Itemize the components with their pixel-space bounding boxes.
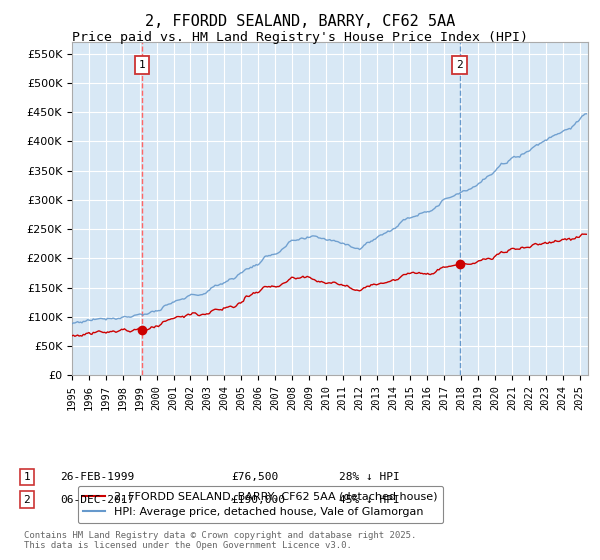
Text: £76,500: £76,500 (231, 472, 278, 482)
Text: 45% ↓ HPI: 45% ↓ HPI (339, 494, 400, 505)
Text: £190,000: £190,000 (231, 494, 285, 505)
Text: Contains HM Land Registry data © Crown copyright and database right 2025.
This d: Contains HM Land Registry data © Crown c… (24, 530, 416, 550)
Text: 06-DEC-2017: 06-DEC-2017 (60, 494, 134, 505)
Text: 1: 1 (23, 472, 31, 482)
Text: 26-FEB-1999: 26-FEB-1999 (60, 472, 134, 482)
Legend: 2, FFORDD SEALAND, BARRY, CF62 5AA (detached house), HPI: Average price, detache: 2, FFORDD SEALAND, BARRY, CF62 5AA (deta… (77, 486, 443, 523)
Text: 2, FFORDD SEALAND, BARRY, CF62 5AA: 2, FFORDD SEALAND, BARRY, CF62 5AA (145, 14, 455, 29)
Text: Price paid vs. HM Land Registry's House Price Index (HPI): Price paid vs. HM Land Registry's House … (72, 31, 528, 44)
Text: 1: 1 (139, 60, 146, 71)
Text: 2: 2 (23, 494, 31, 505)
Text: 2: 2 (457, 60, 463, 71)
Text: 28% ↓ HPI: 28% ↓ HPI (339, 472, 400, 482)
